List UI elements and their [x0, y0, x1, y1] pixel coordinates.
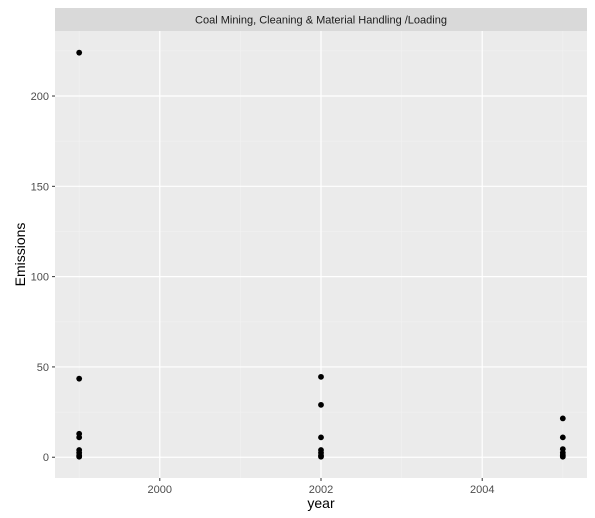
y-tick-label: 150 — [31, 181, 49, 193]
major-gridlines — [55, 31, 587, 478]
data-point — [318, 401, 324, 408]
y-tick-label: 50 — [37, 362, 49, 374]
data-point — [76, 434, 83, 441]
y-tick-label: 100 — [31, 272, 49, 284]
data-point — [76, 453, 83, 460]
data-point — [559, 434, 566, 441]
x-tick-label: 2004 — [470, 484, 494, 496]
y-tick-label: 0 — [43, 452, 49, 464]
facet-strip-label: Coal Mining, Cleaning & Material Handlin… — [195, 15, 447, 27]
facet-strip — [55, 8, 587, 31]
y-axis-title: Emissions — [12, 223, 28, 287]
x-tick-label: 2002 — [309, 484, 333, 496]
data-point — [559, 453, 566, 460]
x-axis-title: year — [307, 495, 335, 511]
data-point — [76, 49, 83, 56]
data-point — [76, 375, 83, 382]
y-axis-ticks: 0 50 100 150 200 — [31, 91, 55, 464]
x-tick-label: 2000 — [148, 484, 172, 496]
y-tick-label: 200 — [31, 91, 49, 103]
data-point — [559, 415, 566, 422]
x-axis-ticks: 2000 2002 2004 — [148, 478, 494, 496]
data-point — [318, 434, 324, 441]
data-points — [76, 49, 566, 460]
data-point — [318, 453, 324, 460]
data-point — [318, 373, 324, 380]
